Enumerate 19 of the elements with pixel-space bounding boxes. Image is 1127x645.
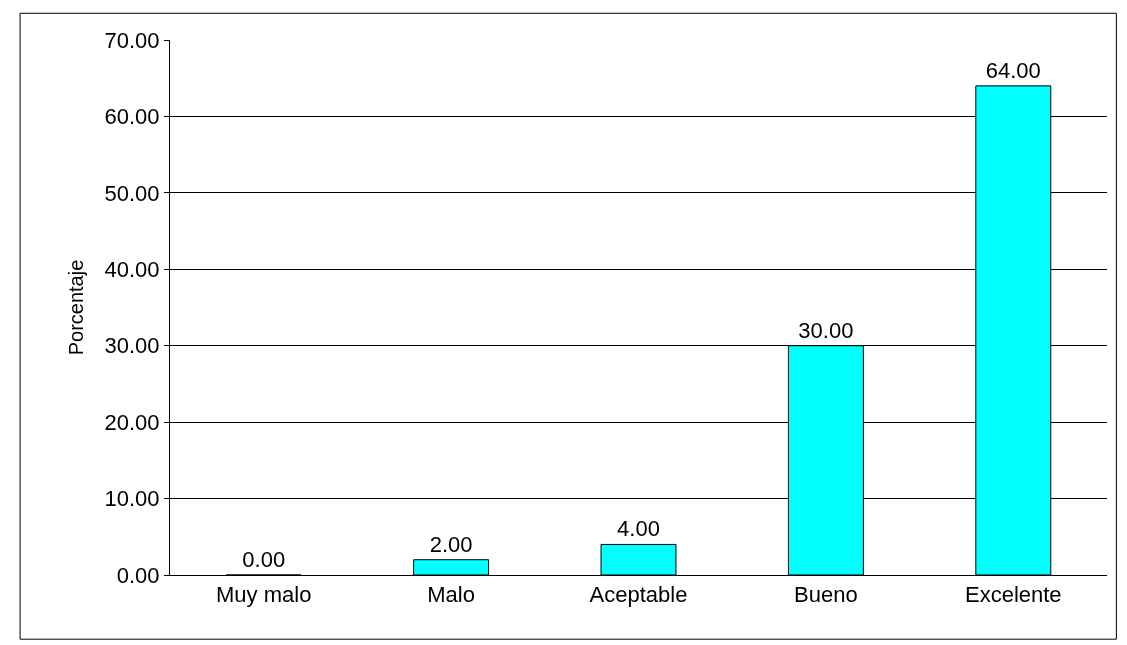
y-tick-label: 40.00	[104, 256, 160, 282]
y-axis-title: Porcentaje	[65, 259, 88, 356]
y-tick-label: 70.00	[104, 27, 160, 53]
y-tick-label: 20.00	[104, 409, 160, 435]
y-tick-label: 0.00	[116, 562, 160, 588]
data-label: 30.00	[798, 317, 854, 343]
y-tick-label: 30.00	[104, 333, 160, 359]
data-label: 4.00	[617, 516, 660, 542]
data-label: 2.00	[429, 531, 473, 557]
data-label: 0.00	[242, 547, 286, 572]
x-tick-label: Excelente	[964, 582, 1062, 608]
x-tick-label: Bueno	[794, 582, 858, 608]
y-tick-label: 10.00	[104, 486, 160, 512]
x-tick-label: Aceptable	[589, 582, 688, 608]
x-tick-label: Malo	[427, 582, 475, 608]
data-label: 64.00	[985, 57, 1041, 83]
y-tick-label: 50.00	[104, 180, 160, 206]
x-tick-label: Muy malo	[216, 582, 312, 608]
y-tick-label: 60.00	[104, 104, 160, 130]
